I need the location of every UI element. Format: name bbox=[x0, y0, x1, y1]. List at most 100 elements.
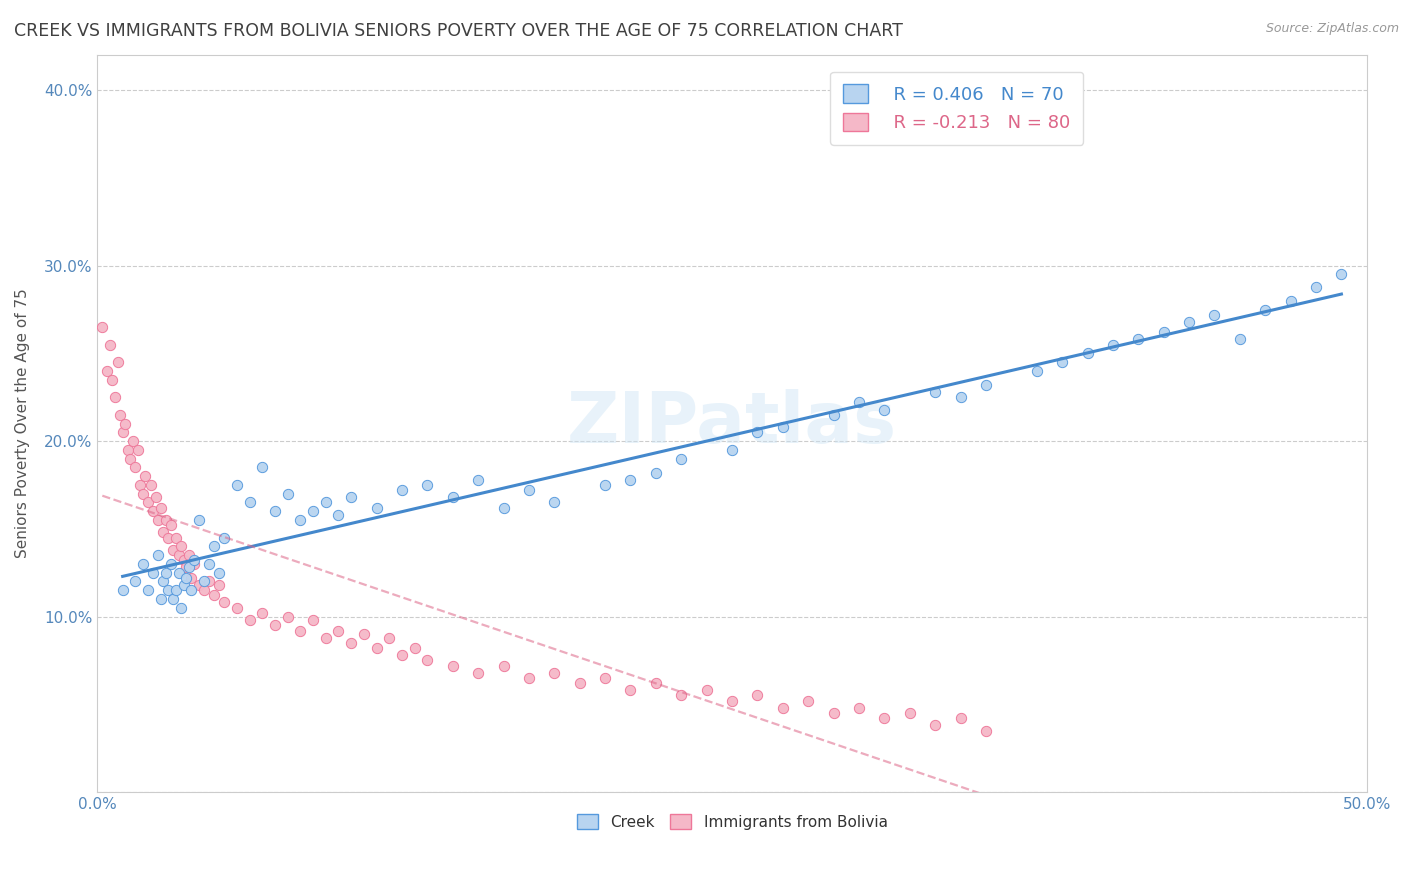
Point bbox=[378, 631, 401, 645]
Point bbox=[225, 478, 247, 492]
Point bbox=[239, 613, 262, 627]
Point bbox=[132, 557, 155, 571]
Point bbox=[1102, 337, 1125, 351]
Point bbox=[111, 583, 134, 598]
Point bbox=[366, 641, 388, 656]
Point bbox=[353, 627, 375, 641]
Point bbox=[136, 583, 159, 598]
Point bbox=[149, 500, 172, 515]
Point bbox=[873, 711, 896, 725]
Point bbox=[721, 694, 744, 708]
Point bbox=[543, 665, 565, 680]
Point bbox=[290, 624, 312, 638]
Point bbox=[129, 478, 152, 492]
Point bbox=[848, 395, 870, 409]
Point bbox=[174, 560, 197, 574]
Point bbox=[239, 495, 262, 509]
Point bbox=[173, 553, 195, 567]
Point bbox=[492, 500, 515, 515]
Point bbox=[340, 490, 363, 504]
Point bbox=[644, 676, 666, 690]
Point bbox=[114, 417, 136, 431]
Point bbox=[772, 420, 794, 434]
Point bbox=[252, 460, 274, 475]
Point bbox=[593, 671, 616, 685]
Point bbox=[1279, 293, 1302, 308]
Point bbox=[117, 442, 139, 457]
Point bbox=[1128, 332, 1150, 346]
Point bbox=[101, 373, 124, 387]
Point bbox=[619, 473, 641, 487]
Point bbox=[121, 434, 143, 448]
Point bbox=[173, 578, 195, 592]
Point bbox=[467, 665, 489, 680]
Point bbox=[924, 718, 946, 732]
Point bbox=[302, 613, 325, 627]
Point bbox=[797, 694, 820, 708]
Point bbox=[593, 478, 616, 492]
Point bbox=[543, 495, 565, 509]
Point bbox=[671, 451, 693, 466]
Point bbox=[671, 689, 693, 703]
Point bbox=[252, 606, 274, 620]
Point bbox=[202, 589, 225, 603]
Point bbox=[277, 487, 299, 501]
Point bbox=[124, 460, 146, 475]
Point bbox=[91, 320, 114, 334]
Point bbox=[193, 574, 215, 589]
Text: CREEK VS IMMIGRANTS FROM BOLIVIA SENIORS POVERTY OVER THE AGE OF 75 CORRELATION : CREEK VS IMMIGRANTS FROM BOLIVIA SENIORS… bbox=[14, 22, 903, 40]
Point bbox=[152, 574, 174, 589]
Point bbox=[1178, 315, 1201, 329]
Point bbox=[160, 557, 183, 571]
Point bbox=[134, 469, 156, 483]
Point bbox=[619, 683, 641, 698]
Point bbox=[823, 408, 845, 422]
Point bbox=[183, 557, 205, 571]
Point bbox=[391, 648, 413, 662]
Point bbox=[198, 557, 221, 571]
Point bbox=[264, 504, 287, 518]
Point bbox=[315, 631, 337, 645]
Point bbox=[148, 548, 170, 562]
Point bbox=[152, 525, 174, 540]
Point bbox=[974, 723, 997, 738]
Point bbox=[264, 618, 287, 632]
Point bbox=[177, 560, 200, 574]
Point bbox=[180, 571, 202, 585]
Point bbox=[187, 578, 209, 592]
Point bbox=[212, 531, 235, 545]
Point bbox=[644, 466, 666, 480]
Point bbox=[467, 473, 489, 487]
Point bbox=[974, 378, 997, 392]
Point bbox=[924, 384, 946, 399]
Point bbox=[1050, 355, 1073, 369]
Point bbox=[949, 711, 972, 725]
Point bbox=[145, 490, 167, 504]
Point bbox=[340, 636, 363, 650]
Point bbox=[1229, 332, 1251, 346]
Point bbox=[139, 478, 162, 492]
Point bbox=[187, 513, 209, 527]
Point bbox=[1076, 346, 1098, 360]
Point bbox=[366, 500, 388, 515]
Point bbox=[174, 571, 197, 585]
Point bbox=[416, 653, 439, 667]
Point bbox=[160, 518, 183, 533]
Point bbox=[302, 504, 325, 518]
Point bbox=[696, 683, 718, 698]
Point bbox=[157, 583, 180, 598]
Y-axis label: Seniors Poverty Over the Age of 75: Seniors Poverty Over the Age of 75 bbox=[15, 289, 30, 558]
Point bbox=[202, 540, 225, 554]
Point bbox=[142, 504, 165, 518]
Point bbox=[772, 700, 794, 714]
Point bbox=[1330, 268, 1353, 282]
Legend: Creek, Immigrants from Bolivia: Creek, Immigrants from Bolivia bbox=[571, 807, 894, 836]
Text: ZIPatlas: ZIPatlas bbox=[567, 389, 897, 458]
Point bbox=[1305, 279, 1327, 293]
Point bbox=[441, 658, 464, 673]
Point bbox=[517, 671, 540, 685]
Point bbox=[124, 574, 146, 589]
Point bbox=[517, 483, 540, 498]
Point bbox=[142, 566, 165, 580]
Point bbox=[1153, 326, 1175, 340]
